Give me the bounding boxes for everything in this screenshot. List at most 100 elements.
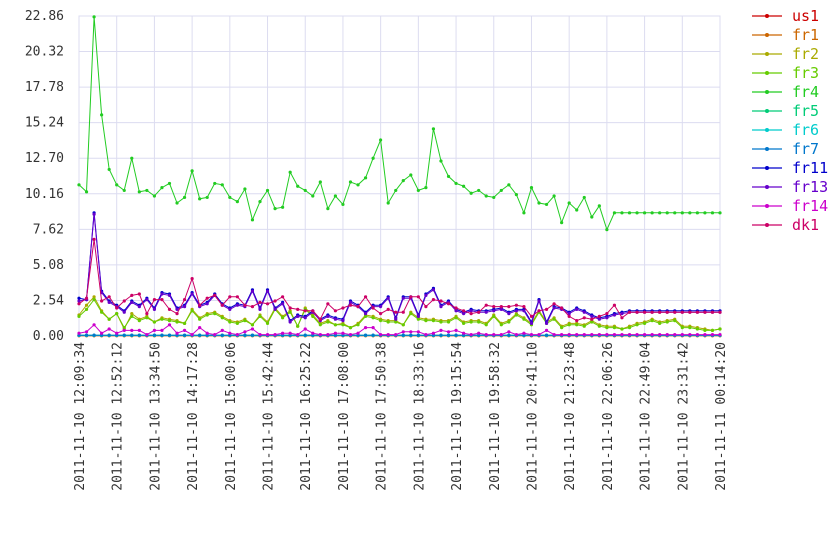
data-point-dk1 [560, 306, 564, 310]
data-point-fr3 [348, 326, 353, 330]
legend-label: fr11 [792, 159, 828, 177]
data-point-dk1 [167, 307, 172, 312]
data-point-fr14 [612, 333, 617, 337]
data-point-dk1 [265, 302, 270, 306]
data-point-fr13 [575, 307, 579, 312]
data-point-fr4 [665, 211, 669, 215]
y-tick-label: 22.86 [25, 9, 64, 24]
data-point-dk1 [605, 312, 609, 316]
data-point-fr14 [190, 333, 194, 337]
data-point-fr7 [182, 333, 187, 337]
data-point-fr4 [145, 188, 149, 193]
data-point-fr4 [288, 170, 292, 174]
legend-label: us1 [792, 7, 819, 25]
data-point-fr3 [137, 319, 141, 323]
data-point-fr4 [695, 211, 699, 215]
data-point-fr4 [560, 221, 564, 225]
data-point-dk1 [424, 305, 428, 309]
data-point-fr13 [175, 307, 179, 312]
data-point-fr14 [386, 333, 390, 337]
data-point-fr4 [401, 179, 405, 183]
data-point-fr14 [100, 331, 104, 335]
data-point-fr14 [514, 333, 518, 337]
data-point-fr13 [612, 313, 617, 317]
data-point-fr4 [439, 159, 443, 163]
legend-item-fr5: fr5 [752, 102, 819, 120]
data-point-fr13 [552, 306, 556, 310]
data-point-fr3 [115, 312, 119, 316]
x-tick-label: 2011-11-10 17:08:00 [337, 342, 352, 491]
data-point-fr13 [326, 314, 330, 319]
y-tick-label: 20.32 [25, 45, 64, 60]
data-point-dk1 [326, 302, 330, 306]
data-point-fr14 [145, 333, 149, 337]
data-point-dk1 [462, 309, 466, 313]
data-point-fr4 [356, 183, 360, 187]
data-point-fr4 [416, 188, 420, 193]
x-tick-label: 2011-11-10 13:34:50 [148, 342, 163, 491]
data-point-fr4 [612, 211, 617, 215]
data-point-dk1 [84, 296, 89, 300]
data-point-fr7 [107, 333, 111, 337]
data-point-fr3 [386, 320, 390, 324]
data-point-fr3 [152, 320, 157, 324]
data-point-fr7 [371, 333, 375, 337]
data-point-fr3 [333, 323, 337, 327]
data-point-fr14 [167, 323, 172, 327]
data-point-fr3 [658, 321, 662, 326]
data-point-dk1 [582, 316, 586, 320]
data-point-fr3 [665, 320, 669, 324]
data-point-dk1 [92, 237, 96, 242]
data-point-fr3 [190, 309, 194, 313]
data-point-dk1 [552, 302, 556, 306]
y-tick-label: 17.78 [25, 80, 64, 95]
data-point-fr4 [544, 202, 549, 207]
data-point-fr13 [507, 312, 511, 316]
data-point-fr13 [152, 307, 157, 312]
data-point-fr4 [228, 195, 232, 200]
legend-item-fr1: fr1 [752, 26, 819, 44]
x-tick-label: 2011-11-10 21:23:48 [563, 342, 578, 491]
legend-label: fr3 [792, 64, 819, 82]
data-point-fr13 [341, 319, 345, 323]
data-point-fr13 [537, 299, 541, 303]
data-point-fr13 [250, 289, 255, 293]
data-point-fr7 [544, 333, 549, 337]
data-point-fr14 [673, 333, 677, 337]
data-point-fr4 [650, 211, 654, 215]
data-point-dk1 [394, 310, 398, 314]
x-tick-label: 2011-11-10 12:09:34 [73, 342, 88, 491]
data-point-fr7 [160, 333, 164, 337]
x-tick-label: 2011-11-10 16:25:22 [299, 342, 314, 491]
data-point-fr4 [122, 188, 126, 193]
data-point-fr4 [499, 188, 503, 193]
data-point-fr3 [597, 324, 601, 328]
data-point-fr4 [220, 183, 224, 187]
data-point-dk1 [288, 306, 292, 310]
data-point-fr13 [567, 312, 571, 316]
data-point-dk1 [680, 310, 684, 314]
x-tick-label: 2011-11-10 12:52:12 [111, 342, 126, 491]
data-point-fr13 [303, 316, 307, 320]
data-point-fr14 [371, 326, 375, 330]
data-point-fr3 [213, 312, 217, 316]
data-point-dk1 [386, 307, 390, 312]
data-point-dk1 [401, 310, 405, 314]
data-point-fr4 [642, 211, 647, 215]
data-point-fr3 [228, 320, 232, 324]
data-point-fr3 [122, 326, 126, 330]
data-point-fr4 [190, 169, 194, 173]
data-point-dk1 [228, 295, 232, 299]
data-point-fr14 [265, 333, 270, 337]
data-point-fr14 [333, 331, 337, 335]
data-point-fr14 [115, 331, 119, 335]
data-point-fr13 [386, 296, 390, 300]
data-point-fr3 [394, 320, 398, 324]
data-point-fr14 [477, 331, 481, 335]
data-point-fr7 [167, 333, 172, 337]
legend-label: dk1 [792, 216, 819, 234]
data-point-fr4 [198, 197, 202, 201]
data-point-fr4 [492, 195, 496, 200]
data-point-fr4 [130, 156, 134, 160]
x-tick-label: 2011-11-10 22:06:26 [601, 342, 616, 491]
